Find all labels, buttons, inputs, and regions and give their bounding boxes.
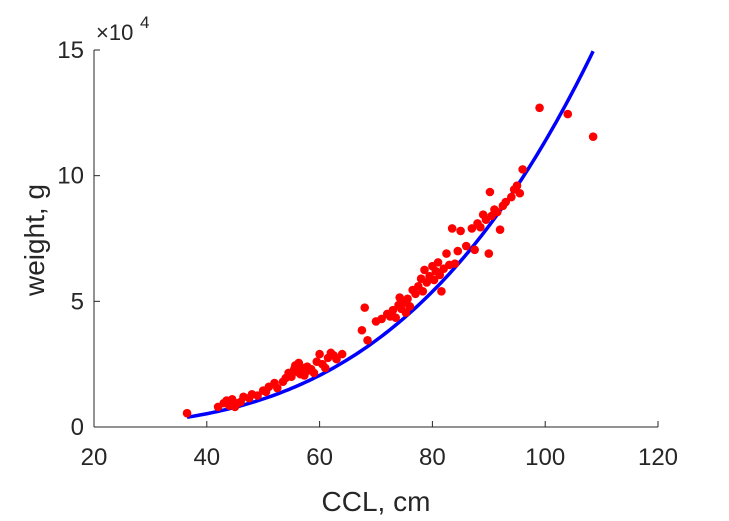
x-tick-label: 80 xyxy=(419,444,446,471)
data-point xyxy=(492,207,502,217)
data-point xyxy=(484,249,494,258)
axes xyxy=(93,50,658,428)
data-point xyxy=(485,187,495,197)
data-point xyxy=(442,249,451,258)
y-exponent-base: ×10 xyxy=(96,20,133,45)
data-point xyxy=(437,286,446,296)
data-point xyxy=(388,305,398,315)
data-point xyxy=(507,192,516,202)
data-point xyxy=(332,354,341,364)
y-exponent-label: ×10 4 xyxy=(96,13,149,45)
data-point xyxy=(287,372,296,382)
y-tick-label: 0 xyxy=(71,414,84,441)
data-point xyxy=(501,197,511,207)
data-point xyxy=(309,368,319,378)
data-point xyxy=(360,303,370,312)
x-tick-label: 40 xyxy=(193,444,220,471)
data-point xyxy=(433,258,443,267)
data-point xyxy=(420,265,429,275)
x-tick-label: 20 xyxy=(81,444,108,471)
x-tick-label: 100 xyxy=(525,444,565,471)
data-point xyxy=(357,325,367,335)
data-point xyxy=(435,270,445,280)
data-point xyxy=(337,349,347,359)
data-point xyxy=(182,408,192,418)
data-point xyxy=(515,188,525,198)
y-ticks: 0 5 10 15 xyxy=(57,37,100,441)
data-point xyxy=(418,286,428,296)
fit-line xyxy=(186,50,595,419)
data-point xyxy=(461,241,471,251)
data-point xyxy=(450,259,460,268)
data-point xyxy=(476,222,485,232)
data-point xyxy=(405,302,415,311)
data-points xyxy=(182,103,598,418)
x-tick-label: 120 xyxy=(638,444,678,471)
y-exponent-power: 4 xyxy=(140,13,149,32)
data-point xyxy=(377,314,386,324)
data-point xyxy=(518,165,527,174)
data-point xyxy=(447,224,457,233)
x-tick-label: 60 xyxy=(306,444,333,471)
data-point xyxy=(512,181,522,191)
data-point xyxy=(411,289,420,299)
data-point xyxy=(429,275,439,285)
data-point xyxy=(495,225,505,234)
data-point xyxy=(391,313,401,322)
data-point xyxy=(253,391,262,400)
data-point xyxy=(535,103,544,113)
data-point xyxy=(315,349,324,359)
data-point xyxy=(470,245,480,255)
data-point xyxy=(320,363,330,373)
y-axis-label: weight, g xyxy=(19,184,50,297)
y-tick-label: 10 xyxy=(57,163,84,190)
data-point xyxy=(363,335,372,345)
data-point xyxy=(563,109,573,119)
x-ticks: 20 40 60 80 100 120 xyxy=(81,421,678,471)
data-point xyxy=(588,132,598,142)
data-point xyxy=(403,294,412,304)
x-axis-label: CCL, cm xyxy=(322,486,431,517)
data-point xyxy=(453,246,463,256)
data-point xyxy=(467,224,477,233)
y-tick-label: 15 xyxy=(57,37,84,64)
data-point xyxy=(456,226,465,236)
y-tick-label: 5 xyxy=(71,288,84,315)
data-point xyxy=(401,308,411,317)
data-point xyxy=(273,383,282,393)
